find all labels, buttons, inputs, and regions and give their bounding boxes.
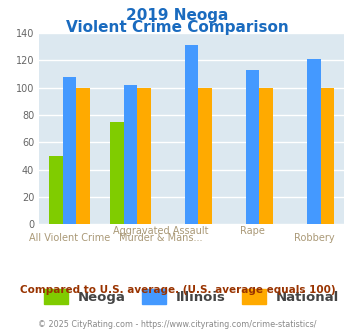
Bar (246, 70, 260, 224)
Text: Robbery: Robbery (294, 233, 334, 243)
Text: Compared to U.S. average. (U.S. average equals 100): Compared to U.S. average. (U.S. average … (20, 285, 335, 295)
Text: Murder & Mans...: Murder & Mans... (119, 233, 203, 243)
Bar (185, 45, 198, 224)
Text: Violent Crime Comparison: Violent Crime Comparison (66, 20, 289, 35)
Text: All Violent Crime: All Violent Crime (29, 233, 110, 243)
Bar (110, 122, 124, 224)
Legend: Neoga, Illinois, National: Neoga, Illinois, National (40, 284, 343, 308)
Bar (49, 156, 63, 224)
Bar (137, 88, 151, 224)
Bar (124, 85, 137, 224)
Text: Rape: Rape (240, 226, 265, 236)
Bar (76, 88, 90, 224)
Text: Aggravated Assault: Aggravated Assault (113, 226, 209, 236)
Text: © 2025 CityRating.com - https://www.cityrating.com/crime-statistics/: © 2025 CityRating.com - https://www.city… (38, 320, 317, 329)
Bar (260, 88, 273, 224)
Bar (198, 88, 212, 224)
Bar (321, 88, 334, 224)
Text: 2019 Neoga: 2019 Neoga (126, 8, 229, 23)
Bar (307, 59, 321, 224)
Bar (63, 77, 76, 224)
